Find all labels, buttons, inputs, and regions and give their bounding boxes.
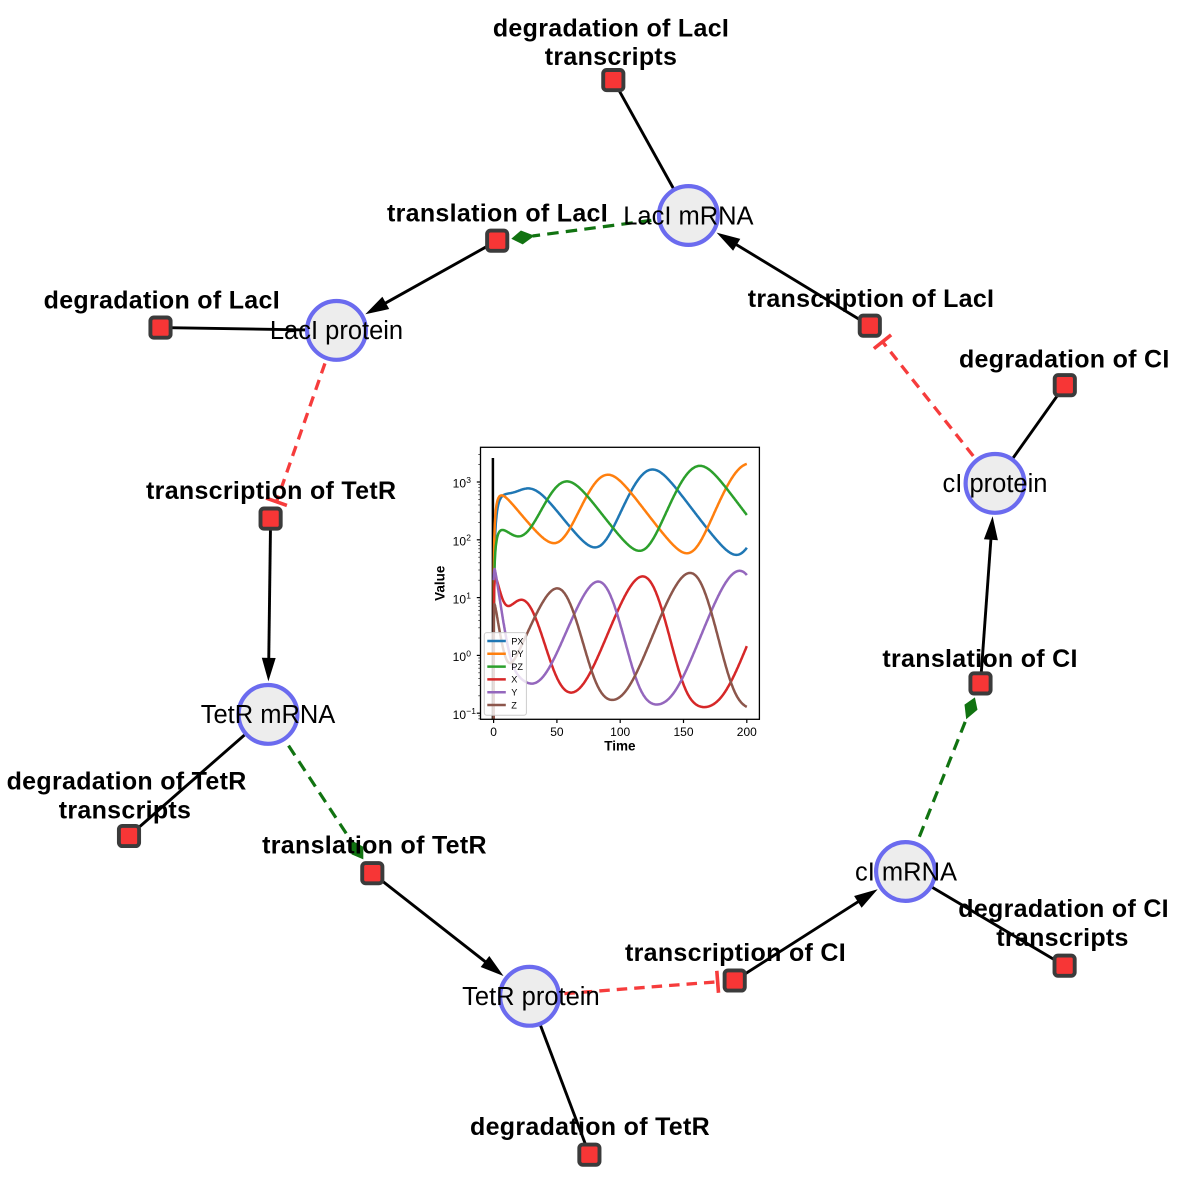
svg-text:150: 150	[673, 725, 693, 739]
svg-text:transcripts: transcripts	[996, 924, 1129, 952]
svg-text:3: 3	[466, 475, 471, 485]
svg-text:10: 10	[453, 650, 467, 664]
svg-text:PY: PY	[511, 649, 523, 659]
svg-text:100: 100	[610, 725, 630, 739]
svg-text:degradation of LacI: degradation of LacI	[44, 287, 280, 315]
svg-text:TetR mRNA: TetR mRNA	[201, 701, 336, 729]
svg-text:degradation of TetR: degradation of TetR	[7, 768, 247, 796]
svg-text:transcripts: transcripts	[545, 43, 678, 71]
svg-text:PZ: PZ	[511, 662, 523, 672]
svg-text:10: 10	[453, 535, 467, 549]
svg-text:LacI mRNA: LacI mRNA	[623, 202, 753, 230]
svg-text:Time: Time	[604, 738, 636, 753]
svg-text:0: 0	[466, 648, 471, 658]
svg-text:PX: PX	[511, 636, 523, 646]
svg-text:10: 10	[453, 708, 467, 722]
svg-text:translation of LacI: translation of LacI	[387, 199, 608, 227]
svg-text:transcripts: transcripts	[59, 797, 192, 825]
svg-text:200: 200	[737, 725, 757, 739]
svg-text:Z: Z	[511, 700, 517, 710]
svg-text:LacI protein: LacI protein	[270, 317, 403, 345]
svg-text:Y: Y	[511, 688, 517, 698]
svg-text:translation of TetR: translation of TetR	[262, 832, 487, 860]
svg-text:cI protein: cI protein	[943, 470, 1048, 498]
svg-text:50: 50	[550, 725, 564, 739]
svg-text:degradation of LacI: degradation of LacI	[493, 14, 729, 42]
svg-text:TetR protein: TetR protein	[462, 983, 600, 1011]
svg-text:X: X	[511, 675, 517, 685]
svg-text:2: 2	[466, 533, 471, 543]
svg-text:translation of CI: translation of CI	[882, 645, 1077, 673]
svg-text:−1: −1	[466, 706, 476, 716]
svg-text:0: 0	[490, 725, 497, 739]
svg-text:degradation of CI: degradation of CI	[959, 345, 1170, 373]
svg-text:transcription of LacI: transcription of LacI	[748, 285, 995, 313]
svg-text:transcription of TetR: transcription of TetR	[146, 477, 396, 505]
svg-text:degradation of CI: degradation of CI	[958, 895, 1169, 923]
svg-text:cI mRNA: cI mRNA	[855, 858, 957, 886]
svg-text:Value: Value	[433, 565, 448, 601]
svg-text:10: 10	[453, 592, 467, 606]
svg-text:degradation of TetR: degradation of TetR	[470, 1113, 710, 1141]
svg-text:1: 1	[466, 591, 471, 601]
svg-text:transcription of CI: transcription of CI	[625, 939, 846, 967]
svg-text:10: 10	[453, 477, 467, 491]
